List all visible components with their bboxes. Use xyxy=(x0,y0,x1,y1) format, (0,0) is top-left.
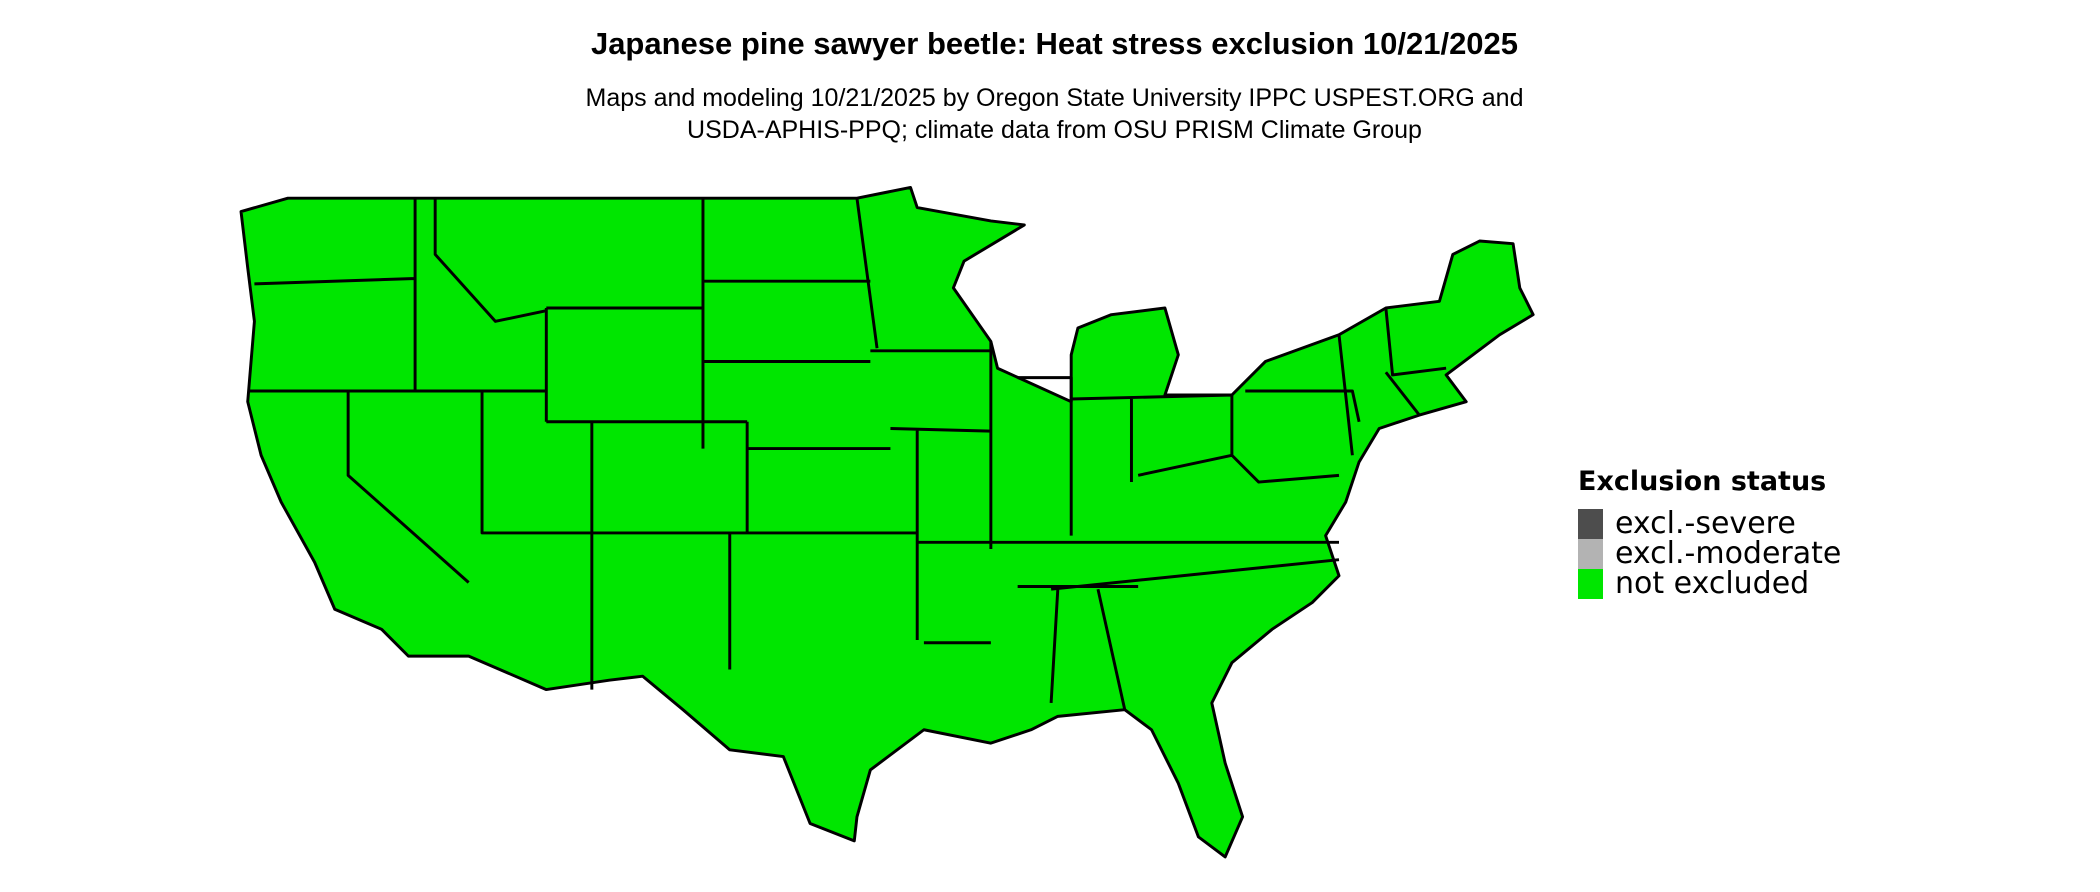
legend-item-severe: excl.-severe xyxy=(1578,509,1841,539)
legend-swatch-not-excluded xyxy=(1578,569,1603,599)
legend-swatch-severe xyxy=(1578,509,1603,539)
legend-title: Exclusion status xyxy=(1578,466,1827,497)
legend-label: excl.-severe xyxy=(1615,506,1796,541)
legend-item-not-excluded: not excluded xyxy=(1578,569,1841,599)
legend-swatch-moderate xyxy=(1578,539,1603,569)
map-subtitle-line1: Maps and modeling 10/21/2025 by Oregon S… xyxy=(585,84,1524,112)
legend: Exclusion status excl.-severe excl.-mode… xyxy=(1578,466,1841,599)
state-borders xyxy=(247,197,1447,710)
map-title: Japanese pine sawyer beetle: Heat stress… xyxy=(590,26,1519,61)
legend-label: excl.-moderate xyxy=(1615,536,1842,571)
legend-item-moderate: excl.-moderate xyxy=(1578,539,1841,569)
us-outline xyxy=(239,185,1535,859)
legend-label: not excluded xyxy=(1615,566,1810,601)
map-subtitle-line2: USDA-APHIS-PPQ; climate data from OSU PR… xyxy=(687,116,1422,144)
